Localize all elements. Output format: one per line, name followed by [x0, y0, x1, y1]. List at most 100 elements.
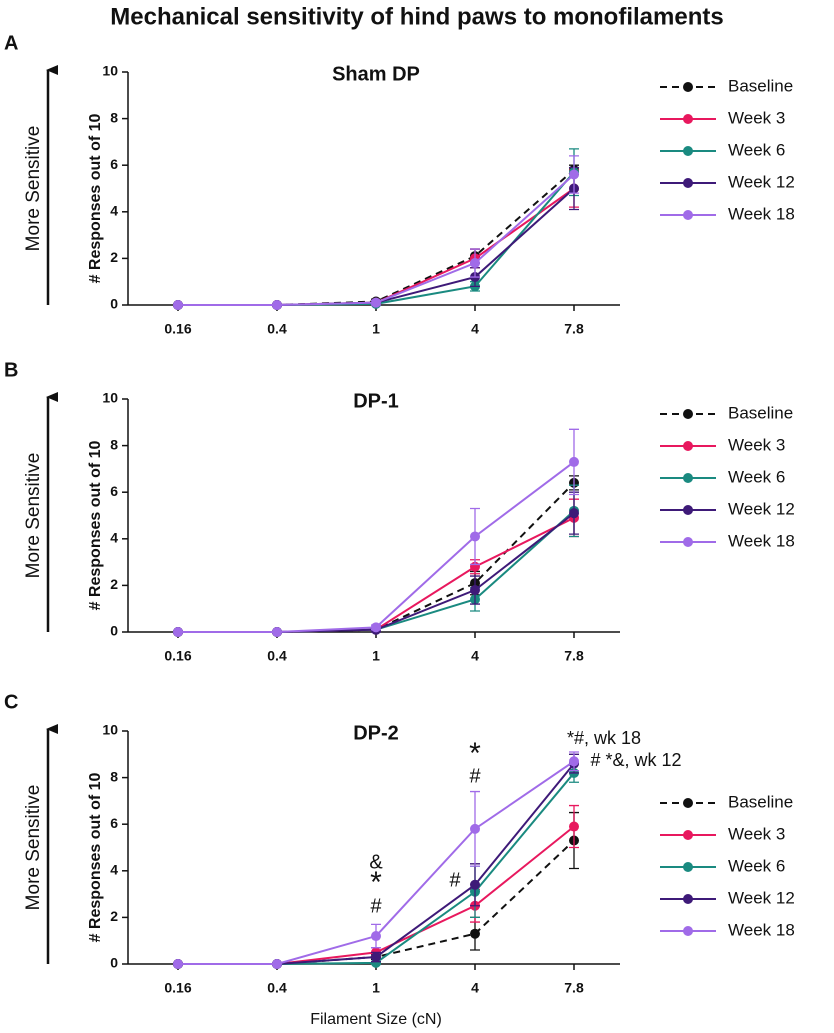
data-point — [173, 959, 183, 969]
y-tick-label: 4 — [110, 862, 118, 878]
legend-label: Week 18 — [728, 531, 795, 550]
data-point — [272, 300, 282, 310]
y-axis-label: # Responses out of 10 — [87, 113, 104, 283]
y-tick-label: 4 — [110, 530, 118, 546]
y-tick-label: 4 — [110, 203, 118, 219]
data-point — [272, 959, 282, 969]
x-tick-label: 4 — [471, 321, 479, 337]
legend-label: Week 6 — [728, 467, 785, 486]
x-tick-label: 0.16 — [164, 648, 191, 664]
x-tick-label: 0.4 — [267, 321, 287, 337]
data-point — [569, 169, 579, 180]
legend-label: Week 12 — [728, 499, 795, 518]
y-axis-label: # Responses out of 10 — [87, 772, 104, 942]
y-tick-label: 8 — [110, 109, 118, 125]
data-point — [173, 300, 183, 310]
legend-label: Week 12 — [728, 172, 795, 191]
legend-marker — [683, 178, 693, 188]
legend-label: Baseline — [728, 403, 793, 422]
data-point — [569, 508, 579, 519]
legend-marker — [683, 798, 693, 808]
legend-label: Baseline — [728, 76, 793, 95]
annotation: & — [369, 851, 383, 873]
x-tick-label: 0.4 — [267, 648, 287, 664]
series-line — [178, 516, 575, 633]
annotation: # — [370, 895, 382, 917]
data-point — [470, 823, 480, 834]
annotation: *#, wk 18 — [567, 728, 641, 748]
y-tick-label: 0 — [110, 955, 118, 971]
legend-marker — [683, 114, 693, 124]
x-tick-label: 0.16 — [164, 321, 191, 337]
panel-title: DP-1 — [353, 390, 399, 412]
panel-title: DP-2 — [353, 722, 399, 744]
legend-label: Week 18 — [728, 204, 795, 223]
data-point — [173, 627, 183, 637]
arrow-label: More Sensitive — [23, 785, 44, 911]
x-tick-label: 4 — [471, 648, 479, 664]
x-tick-label: 7.8 — [564, 648, 584, 664]
legend-label: Week 6 — [728, 140, 785, 159]
legend-label: Baseline — [728, 792, 793, 811]
y-tick-label: 6 — [110, 483, 118, 499]
arrow-label: More Sensitive — [23, 453, 44, 579]
x-tick-label: 1 — [372, 648, 380, 664]
legend-marker — [683, 210, 693, 220]
y-axis-label: # Responses out of 10 — [87, 440, 104, 610]
x-tick-label: 7.8 — [564, 321, 584, 337]
y-tick-label: 2 — [110, 576, 118, 592]
legend-marker — [683, 441, 693, 451]
x-tick-label: 0.16 — [164, 980, 191, 996]
series-line — [178, 171, 575, 306]
data-point — [470, 585, 480, 596]
data-point — [569, 456, 579, 467]
legend-marker — [683, 862, 693, 872]
x-tick-label: 0.4 — [267, 980, 287, 996]
legend-marker — [683, 926, 693, 936]
y-tick-label: 10 — [102, 722, 118, 738]
series-line — [178, 187, 575, 306]
y-tick-label: 8 — [110, 436, 118, 452]
panel-letter: C — [4, 691, 18, 713]
legend-label: Week 6 — [728, 856, 785, 875]
x-tick-label: 7.8 — [564, 980, 584, 996]
arrow-label: More Sensitive — [23, 126, 44, 252]
legend-marker — [683, 82, 693, 92]
series-line — [178, 187, 575, 306]
y-tick-label: 6 — [110, 815, 118, 831]
series-line — [178, 482, 575, 633]
data-point — [371, 952, 381, 963]
series-line — [178, 169, 575, 306]
y-tick-label: 8 — [110, 768, 118, 784]
data-point — [272, 627, 282, 637]
series-line — [178, 512, 575, 633]
series-line — [178, 510, 575, 633]
y-tick-label: 2 — [110, 908, 118, 924]
y-tick-label: 10 — [102, 63, 118, 79]
legend-label: Week 3 — [728, 108, 785, 127]
data-point — [470, 879, 480, 890]
legend-marker — [683, 409, 693, 419]
x-tick-label: 1 — [372, 980, 380, 996]
legend-marker — [683, 537, 693, 547]
legend-label: Week 3 — [728, 824, 785, 843]
data-point — [569, 756, 579, 767]
annotation: # — [469, 765, 481, 787]
panel-title: Sham DP — [332, 63, 420, 85]
legend-label: Week 3 — [728, 435, 785, 454]
y-tick-label: 2 — [110, 249, 118, 265]
legend-marker — [683, 830, 693, 840]
legend-label: Week 12 — [728, 888, 795, 907]
panel-letter: A — [4, 32, 18, 54]
data-point — [470, 258, 480, 269]
y-tick-label: 6 — [110, 156, 118, 172]
annotation: * — [469, 737, 481, 770]
y-tick-label: 0 — [110, 296, 118, 312]
annotation: * — [370, 866, 382, 899]
y-tick-label: 0 — [110, 623, 118, 639]
y-tick-label: 10 — [102, 390, 118, 406]
legend-label: Week 18 — [728, 920, 795, 939]
panel-letter: B — [4, 359, 18, 381]
x-tick-label: 1 — [372, 321, 380, 337]
